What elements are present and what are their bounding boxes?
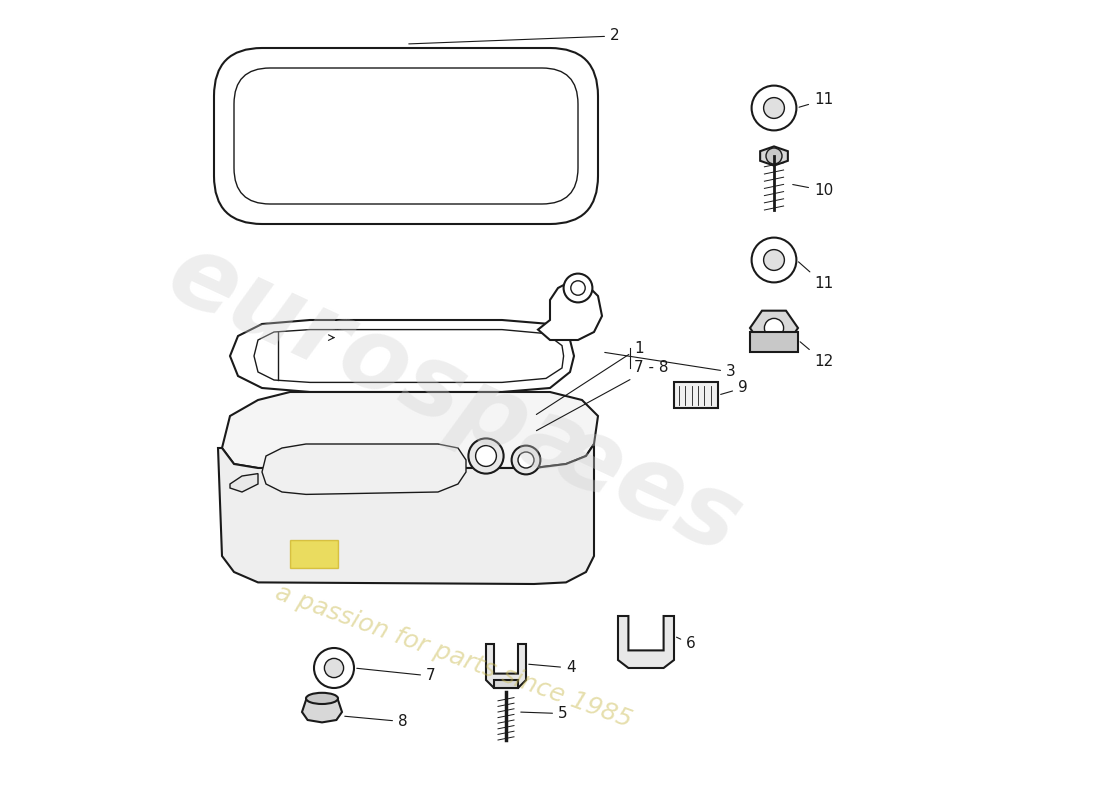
Polygon shape bbox=[618, 616, 674, 668]
Circle shape bbox=[764, 318, 783, 338]
Text: eurospæes: eurospæes bbox=[152, 225, 756, 575]
Text: 8: 8 bbox=[344, 714, 408, 729]
Text: 11: 11 bbox=[799, 262, 834, 291]
Polygon shape bbox=[302, 700, 342, 722]
Circle shape bbox=[469, 438, 504, 474]
Circle shape bbox=[518, 452, 534, 468]
Polygon shape bbox=[750, 310, 798, 346]
Text: 2: 2 bbox=[409, 29, 619, 44]
Ellipse shape bbox=[306, 693, 338, 704]
Polygon shape bbox=[750, 332, 798, 352]
Text: 3: 3 bbox=[605, 353, 736, 379]
Text: 7: 7 bbox=[356, 668, 436, 683]
Polygon shape bbox=[760, 146, 788, 166]
Text: 1: 1 bbox=[537, 341, 643, 414]
Text: 10: 10 bbox=[793, 183, 834, 198]
Circle shape bbox=[571, 281, 585, 295]
Circle shape bbox=[751, 238, 796, 282]
Polygon shape bbox=[494, 680, 518, 688]
Circle shape bbox=[766, 148, 782, 164]
Circle shape bbox=[751, 86, 796, 130]
Circle shape bbox=[763, 98, 784, 118]
Polygon shape bbox=[262, 444, 466, 494]
Text: a passion for parts since 1985: a passion for parts since 1985 bbox=[273, 580, 636, 732]
FancyBboxPatch shape bbox=[674, 382, 718, 408]
Text: 7 - 8: 7 - 8 bbox=[537, 361, 669, 430]
Text: 5: 5 bbox=[520, 706, 568, 721]
Text: 12: 12 bbox=[800, 342, 834, 369]
Text: 6: 6 bbox=[676, 637, 695, 651]
Polygon shape bbox=[230, 474, 258, 492]
Circle shape bbox=[512, 446, 540, 474]
Polygon shape bbox=[218, 444, 594, 584]
Text: 11: 11 bbox=[799, 93, 834, 107]
Polygon shape bbox=[486, 644, 526, 688]
Text: 9: 9 bbox=[720, 381, 748, 395]
Circle shape bbox=[475, 446, 496, 466]
Circle shape bbox=[314, 648, 354, 688]
Circle shape bbox=[763, 250, 784, 270]
Circle shape bbox=[324, 658, 343, 678]
FancyBboxPatch shape bbox=[290, 540, 338, 568]
Text: 4: 4 bbox=[529, 661, 575, 675]
Circle shape bbox=[563, 274, 593, 302]
Polygon shape bbox=[538, 282, 602, 340]
Polygon shape bbox=[222, 392, 598, 468]
